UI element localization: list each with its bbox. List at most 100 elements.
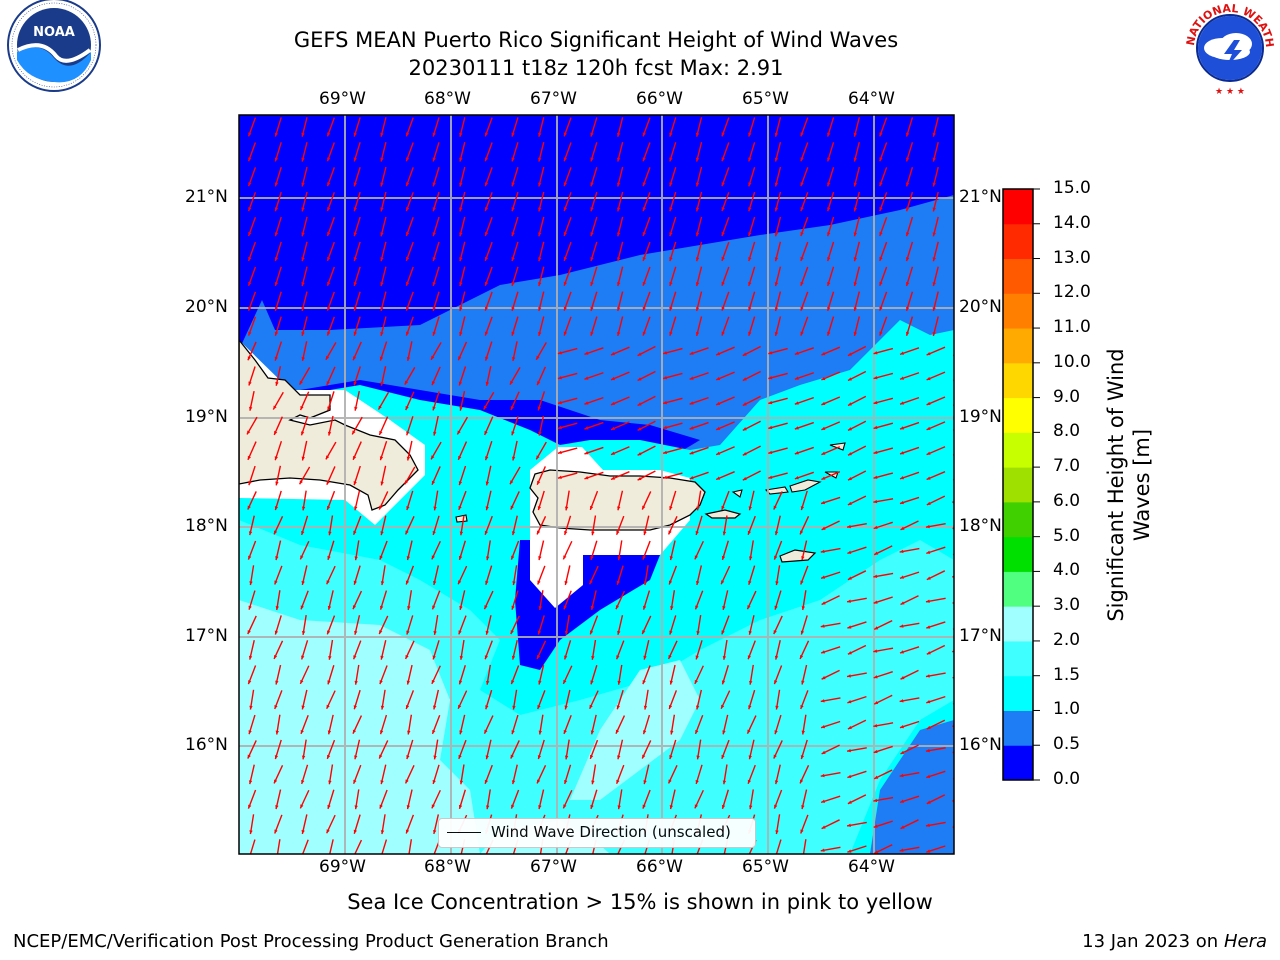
wind-arrow-head [905,282,910,286]
lon-label-top-66w: 66°W [636,89,683,109]
wind-arrow-head [433,631,437,635]
wind-arrow-head [557,400,562,405]
wind-arrow-head [484,157,489,162]
wind-arrow-head [873,724,878,728]
wind-arrow-head [873,574,878,578]
wind-arrow-head [748,506,752,511]
wind-arrow-head [932,282,936,287]
wind-arrow-head [590,331,594,336]
wind-arrow-head [694,804,698,809]
wind-arrow [952,478,954,481]
wind-arrow-head [689,451,694,455]
wind-arrow-head [774,207,779,212]
wind-arrow-head [564,755,569,760]
wind-arrow-head [747,605,751,610]
wind-arrow-head [301,830,305,834]
wind-arrow-head [689,426,694,430]
wind-arrow-head [537,755,542,760]
wind-arrow-head [248,804,252,809]
wind-arrow-head [301,631,306,635]
wind-arrow-head [695,307,700,312]
wind-arrow-head [637,352,642,356]
wind-arrow-head [721,207,725,212]
wind-arrow-head [275,606,279,610]
wind-arrow-head [300,555,304,560]
wind-arrow-head [800,506,805,511]
wind-arrow-head [353,132,357,137]
wind-arrow-head [327,256,331,261]
wind-arrow-head [380,132,384,137]
wind-arrows [246,117,966,859]
wind-arrow-head [484,854,487,858]
wind-arrow-head [642,605,647,610]
wind-arrow-head [379,754,383,759]
wind-arrow-head [590,257,594,262]
wind-arrow-head [380,855,383,859]
wind-arrow-head [820,624,825,628]
wind-arrow-head [642,281,646,286]
wind-arrow-head [563,605,567,610]
wind-arrow-head [768,425,773,430]
wind-arrow-head [932,132,936,137]
wind-arrow-head [794,401,799,405]
wind-arrow-head [722,780,727,785]
wind-arrow-head [721,555,726,560]
wind-arrow-head [616,157,621,162]
wind-arrow-head [853,207,858,212]
wind-arrow-head [247,630,251,635]
wind-arrow-head [773,505,777,510]
wind-arrow-head [274,257,279,262]
wind-arrow-head [873,675,878,679]
colorbar [1003,188,1040,781]
wind-arrow-head [642,804,646,809]
wind-arrow-head [847,476,852,481]
wind-arrow-head [248,555,252,560]
wind-arrow-head [406,680,411,685]
wind-arrow-head [486,805,490,810]
noaa-logo: NOAA [7,0,101,92]
wind-arrow-head [827,157,831,162]
wind-arrow-head [563,555,567,560]
wind-arrow-head [820,773,825,778]
wind-arrow-head [590,157,594,162]
wind-arrow-head [775,705,779,710]
wind-arrow-head [716,451,721,455]
wind-arrow-head [458,381,463,386]
wind-arrow-head [563,679,567,684]
wind-arrow-head [716,476,721,480]
legend-line-swatch [447,832,481,833]
wind-arrow-head [642,232,646,236]
wind-arrow-head [537,406,541,411]
wind-arrow-head [274,430,278,435]
wind-arrow [959,267,966,286]
wind-arrow-head [512,356,516,361]
wind-arrow-head [721,630,725,635]
wind-arrow-head [590,630,594,635]
wind-arrow-head [484,182,489,187]
wind-arrow-head [774,257,779,262]
wind-arrow-head [458,630,462,635]
wind-arrow-head [905,232,910,237]
wind-arrow-head [742,452,747,456]
land-vieques [704,509,742,519]
wind-arrow-head [458,804,463,809]
wind-arrow-head [774,730,778,735]
render-date-text: 13 Jan 2023 on [1082,931,1224,952]
wind-arrow-head [873,525,878,529]
wind-arrow-head [926,501,931,505]
wind-arrow-head [511,431,515,436]
wind-arrow-head [275,481,279,486]
wind-arrow-head [353,356,357,361]
wind-arrow-head [248,605,252,610]
land-culebra [731,489,743,498]
wind-arrow-head [900,750,905,754]
wind-arrow-head [926,800,931,804]
wind-arrow-head [563,132,568,137]
wind-arrow-head [353,232,357,237]
wind-arrow-head [821,376,826,381]
wind-arrow-head [537,654,541,659]
wind-arrow-head [459,406,463,411]
wind-arrow-head [352,430,356,435]
lat-label-right-21n: 21°N [959,187,1002,207]
wind-arrow-head [958,182,961,186]
